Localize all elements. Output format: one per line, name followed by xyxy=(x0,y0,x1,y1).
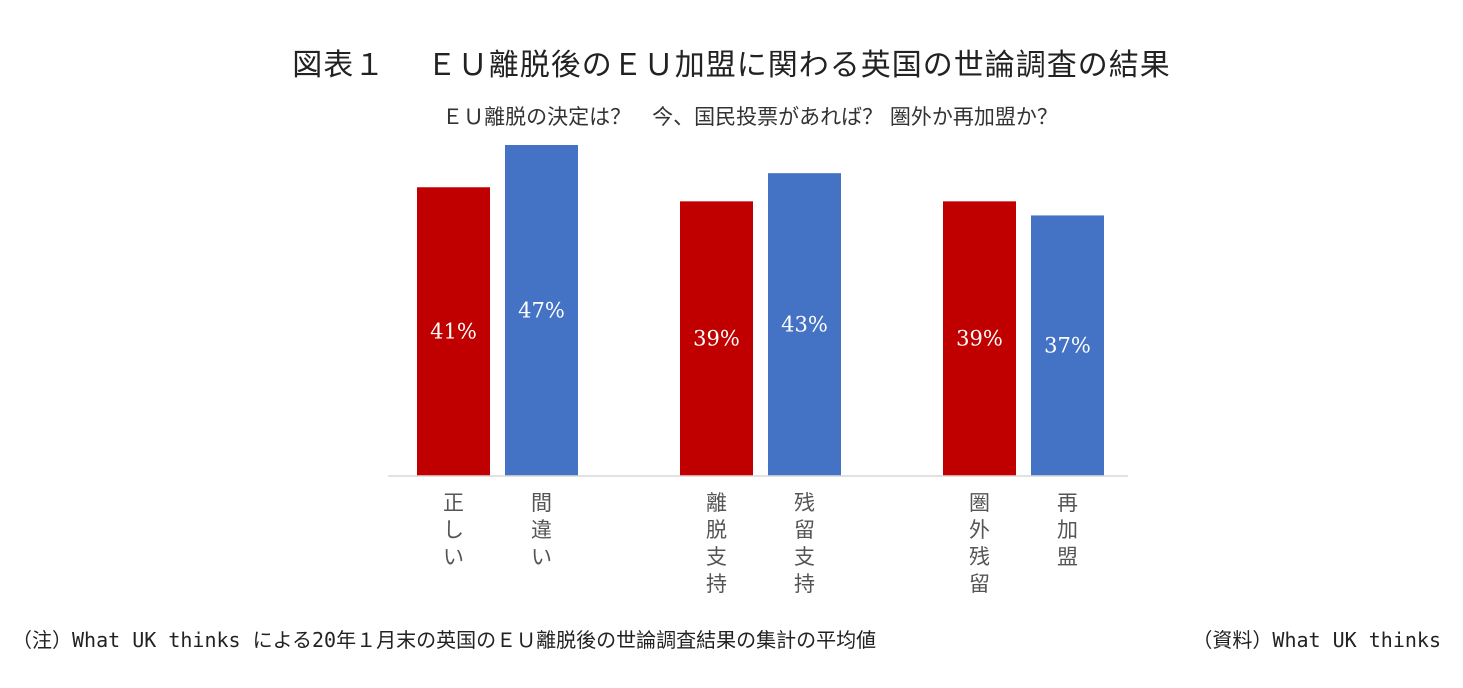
bar-3 xyxy=(680,201,753,476)
footnote: （注）What UK thinks による20年１月末の英国のＥＵ離脱後の世論調… xyxy=(12,628,877,652)
category-label-4: 残留支持 xyxy=(794,491,815,596)
bar-2 xyxy=(505,145,578,476)
bar-4 xyxy=(768,173,841,476)
source-note: （資料）What UK thinks xyxy=(1192,628,1441,652)
chart-subtitle: ＥＵ離脱の決定は？ 今、国民投票があれば？ 圏外か再加盟か？ xyxy=(442,105,1058,129)
chart-title: 図表１ ＥＵ離脱後のＥＵ加盟に関わる英国の世論調査の結果 xyxy=(292,48,1171,83)
bar-value-label-2: 47% xyxy=(518,299,565,323)
category-label-2: 間違い xyxy=(531,491,552,569)
bar-value-label-6: 37% xyxy=(1044,334,1091,358)
bar-value-label-4: 43% xyxy=(781,313,828,337)
bar-value-label-3: 39% xyxy=(693,327,740,351)
bar-value-label-5: 39% xyxy=(956,327,1003,351)
bar-value-label-1: 41% xyxy=(430,320,477,344)
category-label-3: 離脱支持 xyxy=(706,491,727,596)
data-labels-group: 41% 47% 39% 43% 39% 37% xyxy=(430,299,1091,358)
bar-1 xyxy=(417,187,490,477)
category-label-1: 正しい xyxy=(443,491,464,569)
bar-5 xyxy=(943,201,1016,476)
category-labels-group: 正しい 間違い 離脱支持 残留支持 圏外残留 再加盟 xyxy=(443,491,1078,596)
bar-6 xyxy=(1031,215,1104,476)
bars-group xyxy=(417,145,1104,477)
category-label-5: 圏外残留 xyxy=(969,491,990,596)
category-label-6: 再加盟 xyxy=(1057,491,1078,569)
